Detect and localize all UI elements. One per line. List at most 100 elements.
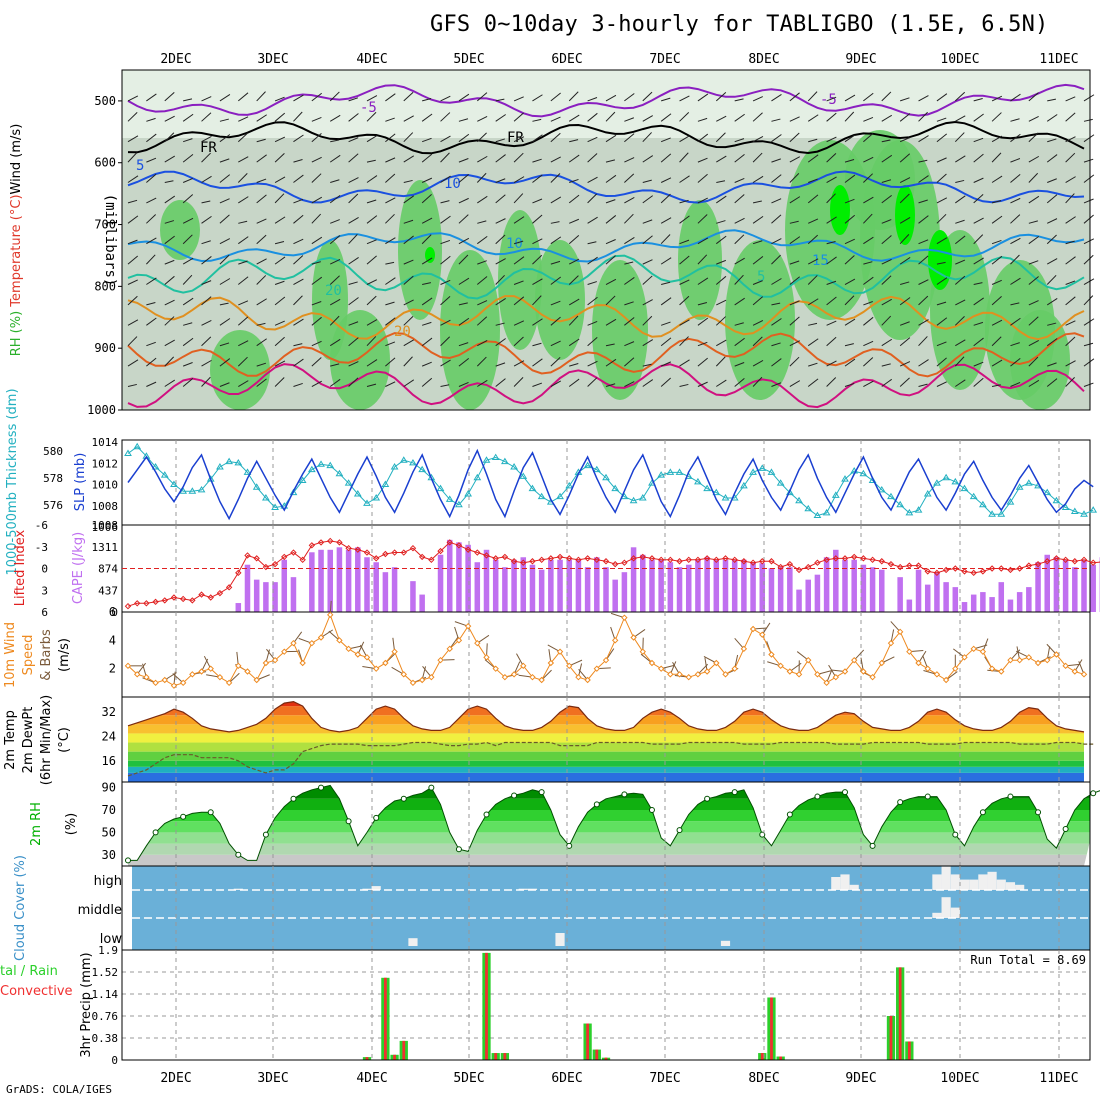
li-point [639,553,646,561]
wind-barb [532,238,543,245]
temp-axis-label: (°C) [57,727,72,753]
wind-barb [697,117,708,122]
wind-barb [642,379,654,387]
thickness-point [225,457,233,465]
wind-barb [164,92,175,102]
wind-barb [127,279,138,285]
wind-barb [752,135,764,143]
wind-barb [771,238,782,245]
wind-barb [550,276,562,285]
wind-barb [624,157,635,163]
wind-barb [716,195,727,204]
rh2m-point [180,813,187,820]
wind-barb [1010,381,1021,387]
wind-barb [532,198,543,204]
wind-barb [863,116,874,122]
cape-bar [869,567,876,612]
li-point [740,558,748,565]
wind10m-point [611,637,619,644]
wind-barb [532,382,543,387]
cape-bar [1090,564,1096,612]
thickness-point [822,508,831,516]
wind-barb [789,380,801,387]
wind10m-barb [734,637,745,650]
wind-barb [899,153,911,163]
cape-bar [649,559,655,612]
isotherm-label: 20 [325,283,342,299]
wind-barb [844,382,855,387]
li-point [1080,556,1088,564]
wind-barb [881,235,892,245]
cape-bar [741,559,747,612]
wind10m-point [1062,662,1069,670]
cape-tick: 874 [98,563,118,576]
wind10m-point [832,673,840,681]
wind-barb [734,217,745,224]
wind-barb [164,180,174,183]
wind-barb [936,133,948,143]
wind-barb [789,156,801,163]
temp-axis-label: 2m Temp [3,710,18,770]
wind-barb [513,240,524,245]
thickness-point [583,461,592,469]
wind-barb [146,93,157,102]
li-point [1025,562,1033,569]
wind-barb [660,217,672,224]
wind-barb [532,278,543,285]
precip-conv-bar [907,1041,911,1060]
wind-barb [274,96,285,102]
wind-barb [642,299,653,306]
date-label-bottom: 6DEC [551,1071,582,1086]
slp-tick: 1010 [92,479,119,492]
wind-barb [385,317,396,326]
cape-bar [502,567,508,612]
wind-barb [826,136,837,143]
li-point [703,555,711,562]
wind-barb [403,299,414,306]
thickness-point [923,489,932,497]
li-point [979,568,987,575]
wind-barb [697,237,709,245]
wind-barb [550,221,560,224]
wind10m-point [492,665,499,672]
wind10m-point [317,634,325,641]
wind-barb [513,280,524,285]
rh-blob-high [425,247,435,263]
wind-barb [936,117,947,122]
thickness-point [501,457,509,465]
wind-barb [605,215,617,224]
wind-barb [366,239,377,245]
wind-barb [403,339,414,347]
cloud-block [233,888,243,890]
wind-barb [679,359,690,367]
rh-blob [398,180,442,320]
isotherm-label: 5 [136,158,144,174]
wind-barb [476,356,487,367]
wind-barb [1083,174,1095,183]
pressure-tick: 800 [94,279,116,293]
wind10m-point [805,656,812,664]
cape-bar [272,582,278,612]
wind10m-point [437,656,444,664]
wind-barb [348,153,359,163]
slp-tick: 1012 [92,457,119,470]
wind-barb [293,214,304,224]
cape-bar [557,559,563,612]
wind-barb [348,337,359,347]
li-point [281,553,288,561]
wind-barb [219,254,230,265]
temp-band [128,772,1084,782]
wind10m-barb [228,672,240,684]
wind-barb [624,133,635,143]
wind-barb [863,133,874,143]
cape-bar [566,559,572,612]
rh2m-band [128,798,1090,810]
wind-barb [403,91,414,102]
wind-barb [219,214,230,224]
wind-barb [1083,134,1095,143]
wind-barb [274,152,285,163]
thickness-point [436,484,445,492]
wind-barb [1083,198,1094,204]
li-tick: 0 [41,563,48,576]
wind-barb [366,336,377,347]
